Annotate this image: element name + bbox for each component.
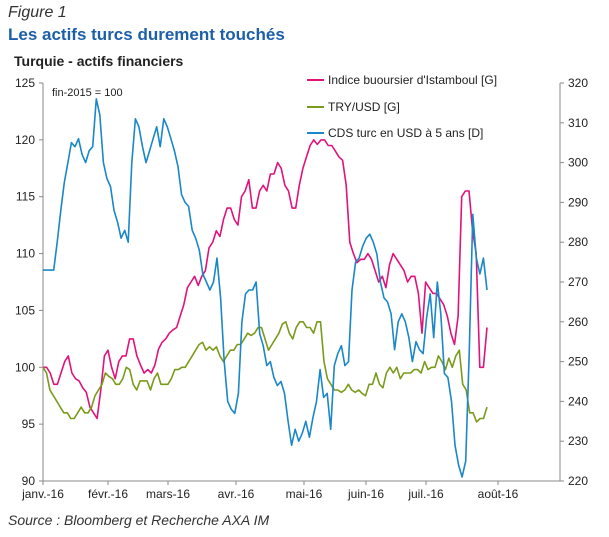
x-tick-label: févr.-16: [88, 487, 128, 501]
series-line-0: [43, 139, 488, 420]
legend-label-0: Indice buoursier d'Istamboul [G]: [328, 73, 497, 87]
legend-label-2: CDS turc en USD à 5 ans [D]: [328, 126, 483, 140]
series-line-2: [43, 98, 488, 478]
legend-label-1: TRY/USD [G]: [328, 100, 400, 114]
figure-label: Figure 1: [8, 4, 67, 21]
right-tick-label: 310: [568, 116, 588, 130]
x-tick-label: août-16: [478, 487, 519, 501]
right-tick-label: 280: [568, 235, 588, 249]
chart-title: Les actifs turcs durement touchés: [8, 25, 285, 44]
left-tick-label: 100: [15, 360, 35, 374]
x-tick-label: juin-16: [347, 487, 384, 501]
left-tick-label: 95: [22, 417, 36, 431]
left-tick-label: 90: [22, 474, 36, 488]
axes-layer: 90 95 100 105 110 115 120 125 220 230 240 250 260 270…: [15, 76, 588, 501]
right-tick-label: 290: [568, 195, 588, 209]
x-tick-label: avr.-16: [218, 487, 255, 501]
left-tick-label: 120: [15, 133, 35, 147]
right-tick-label: 260: [568, 315, 588, 329]
x-tick-label: mars-16: [146, 487, 190, 501]
chart-subtitle: Turquie - actifs financiers: [14, 53, 184, 69]
right-tick-label: 320: [568, 76, 588, 90]
right-tick-label: 230: [568, 434, 588, 448]
x-tick-label: mai-16: [286, 487, 323, 501]
right-tick-label: 300: [568, 156, 588, 170]
series-layer: [42, 98, 488, 478]
left-tick-label: 115: [16, 190, 35, 204]
right-tick-label: 240: [568, 394, 588, 408]
x-tick-label: janv.-16: [21, 487, 64, 501]
left-tick-label: 105: [15, 303, 35, 317]
x-tick-label: juil.-16: [407, 487, 444, 501]
right-tick-label: 250: [568, 355, 588, 369]
chart-legend: Indice buoursier d'Istamboul [G] TRY/USD …: [307, 73, 497, 140]
series-line-1: [42, 320, 488, 423]
left-tick-label: 110: [16, 247, 35, 261]
right-tick-label: 270: [568, 275, 588, 289]
right-tick-label: 220: [568, 474, 588, 488]
source-note: Source : Bloomberg et Recherche AXA IM: [8, 512, 270, 528]
base-annotation: fin-2015 = 100: [52, 87, 123, 99]
left-tick-label: 125: [15, 76, 35, 90]
